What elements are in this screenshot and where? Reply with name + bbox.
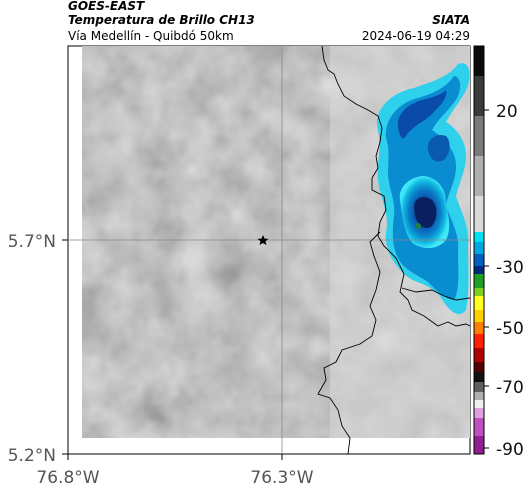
lon-label-2: 76.3°W [250,468,313,488]
station-star-icon [257,235,269,245]
colorbar-tick-minus90: -90 [496,440,524,460]
satellite-title: GOES-EAST [68,0,145,13]
lat-label-1: 5.7°N [8,232,56,252]
lon-label-1: 76.8°W [36,468,99,488]
colorbar-tick-minus50: -50 [496,319,524,339]
lat-label-2: 5.2°N [8,446,56,466]
colorbar-tick-20: 20 [496,102,518,122]
boundary-lines [317,46,470,454]
colorbar-tick-minus30: -30 [496,258,524,278]
brand-label: SIATA [432,13,470,27]
timestamp-label: 2024-06-19 04:29 [361,29,470,43]
colorbar-tick-minus70: -70 [496,378,524,398]
storm-cells [376,63,470,315]
product-title: Temperatura de Brillo CH13 [68,13,255,27]
colorbar [473,45,489,455]
region-subtitle: Vía Medellín - Quibdó 50km [68,29,234,43]
